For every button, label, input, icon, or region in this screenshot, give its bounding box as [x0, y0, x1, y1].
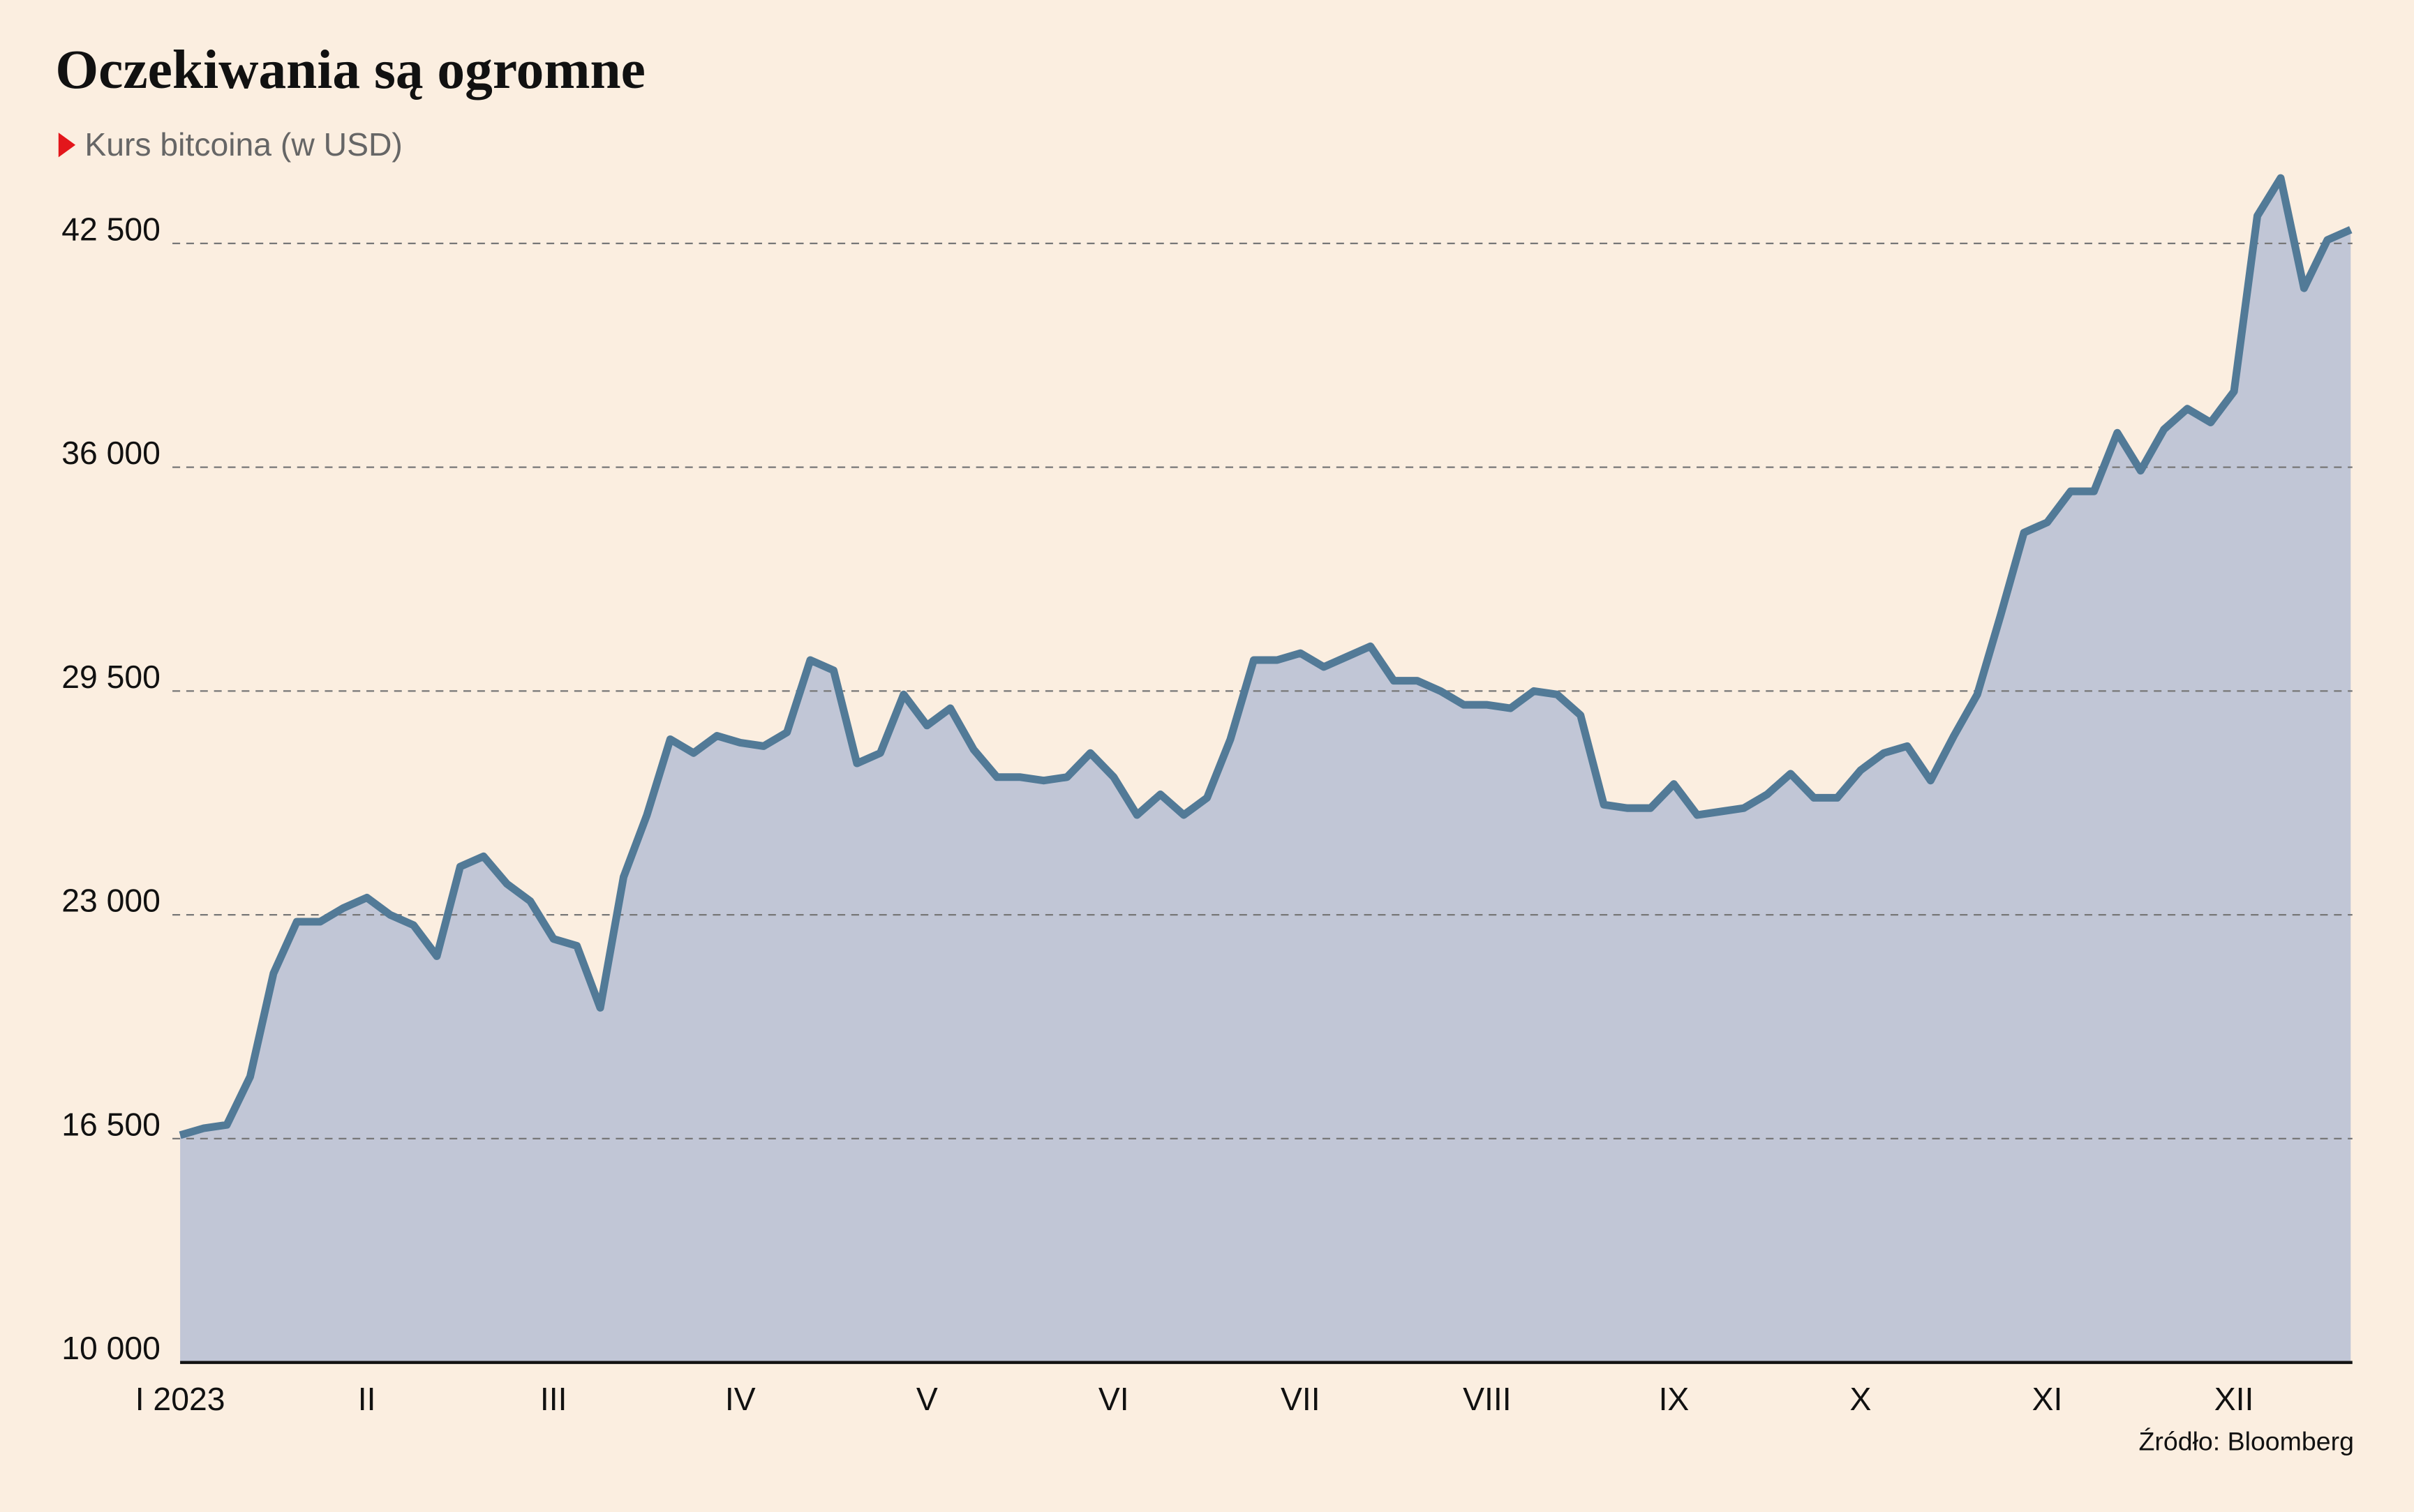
x-tick-label: VIII — [1463, 1381, 1512, 1417]
area — [180, 178, 2351, 1363]
x-tick-label: VII — [1281, 1381, 1320, 1417]
x-tick-label: V — [916, 1381, 938, 1417]
y-tick-label: 36 000 — [61, 435, 161, 471]
x-tick-label: XI — [2032, 1381, 2063, 1417]
x-tick-label: XII — [2214, 1381, 2254, 1417]
source: Źródło: Bloomberg — [2138, 1426, 2353, 1455]
x-tick-label: III — [540, 1381, 567, 1417]
line — [179, 174, 2353, 1139]
x-tick-label: IX — [1659, 1381, 1690, 1417]
x-tick-label: I 2023 — [135, 1381, 225, 1417]
chart-title: Oczekiwania są ogromne — [55, 39, 645, 100]
subtitle-marker — [58, 133, 76, 158]
y-tick-label: 16 500 — [61, 1106, 161, 1142]
y-tick-label: 42 500 — [61, 211, 161, 247]
x-tick-label: X — [1850, 1381, 1872, 1417]
x-tick-label: VI — [1098, 1381, 1129, 1417]
y-tick-label: 23 000 — [61, 883, 161, 919]
y-tick-label: 10 000 — [61, 1330, 161, 1366]
x-tick-label: II — [358, 1381, 376, 1417]
y-tick-label: 29 500 — [61, 659, 161, 695]
x-tick-label: IV — [725, 1381, 756, 1417]
chart-subtitle: Kurs bitcoina (w USD) — [84, 126, 403, 163]
